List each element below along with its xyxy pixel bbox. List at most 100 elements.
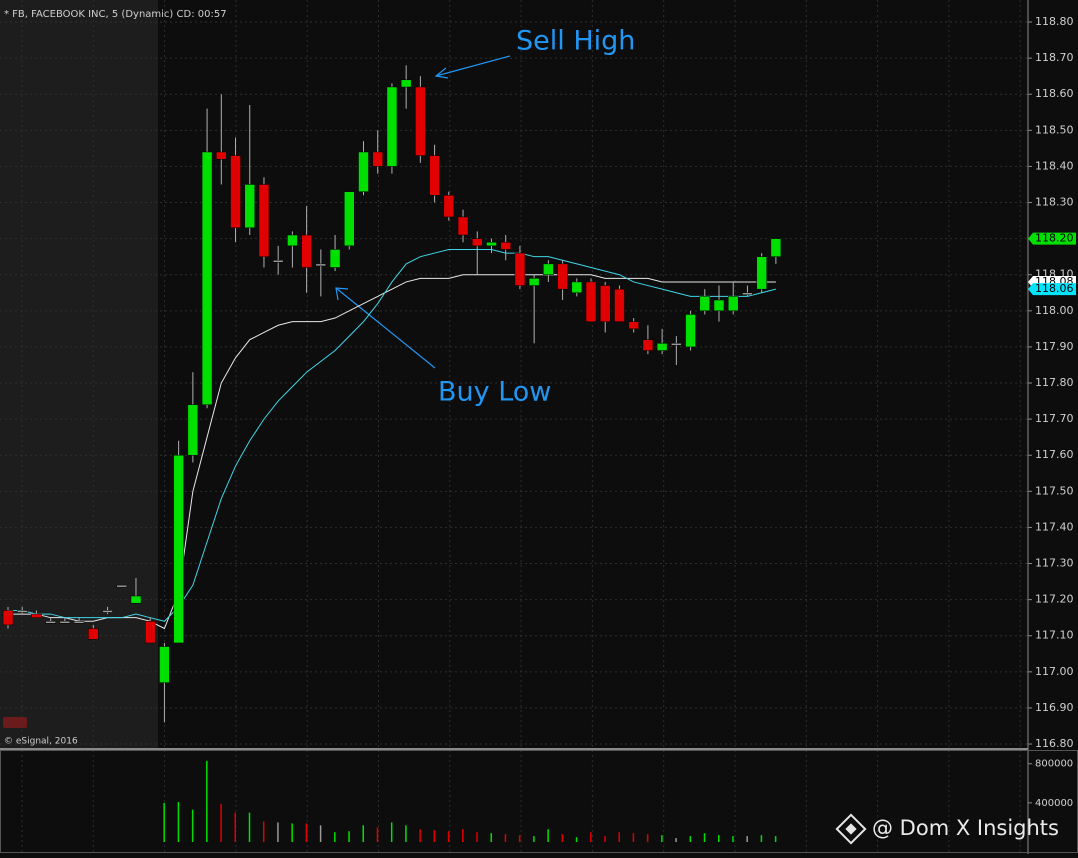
volume-bar <box>334 832 336 842</box>
candle-body <box>372 151 383 167</box>
y-tick-label: 400000 <box>1035 798 1073 809</box>
y-tick-label: 116.80 <box>1035 737 1074 750</box>
volume-bar <box>590 832 592 842</box>
volume-bar <box>262 821 265 842</box>
candle-body <box>514 252 526 286</box>
y-tick-label: 118.00 <box>1035 304 1074 317</box>
volume-bar <box>646 834 649 842</box>
candle-body <box>201 151 213 405</box>
watermark-text: @ Dom X Insights <box>872 816 1059 840</box>
candle-body <box>344 191 355 247</box>
arrow-head <box>434 67 449 79</box>
candle-body <box>116 584 128 588</box>
volume-bar <box>376 827 379 842</box>
annotation: Buy Low <box>438 377 551 408</box>
candle-body <box>301 234 312 268</box>
candle-body <box>472 238 483 247</box>
badge <box>3 717 27 728</box>
candle-body <box>2 610 14 626</box>
volume-bar <box>277 822 279 842</box>
volume-bar <box>206 760 208 842</box>
candle-body <box>713 299 725 312</box>
annotation: Sell High <box>516 26 635 57</box>
volume-bar <box>390 822 393 842</box>
annotation-arrow <box>435 55 511 77</box>
candle-body <box>543 263 554 275</box>
candle-body <box>571 281 583 294</box>
volume-bar <box>718 835 720 842</box>
volume-bar <box>419 829 421 842</box>
volume-bar <box>348 831 350 842</box>
candle-body <box>386 86 398 167</box>
y-tick-label: 117.80 <box>1035 376 1074 389</box>
candle-body <box>315 263 327 267</box>
candle-body <box>585 281 597 322</box>
candle-body <box>685 314 696 348</box>
candle-body <box>88 628 99 640</box>
y-tick-label: 118.50 <box>1035 123 1074 136</box>
volume-bar <box>575 837 578 842</box>
candle-body <box>272 260 284 263</box>
candle-body <box>429 155 440 196</box>
candle-body <box>258 184 270 257</box>
watermark-icon <box>835 813 867 845</box>
candle-body <box>742 292 753 296</box>
candle-body <box>528 278 540 286</box>
volume-bar <box>547 829 549 842</box>
volume-bar <box>433 830 436 842</box>
volume-bar <box>362 825 364 842</box>
volume-bar <box>462 829 464 842</box>
candle-body <box>557 263 568 290</box>
chart-title: * FB, FACEBOOK INC, 5 (Dynamic) CD: 00:5… <box>4 9 227 20</box>
candle-body <box>144 621 156 644</box>
y-tick-label: 116.90 <box>1035 701 1074 714</box>
volume-bar <box>689 836 692 842</box>
y-tick-label: 118.80 <box>1035 15 1074 28</box>
source: © eSignal, 2016 <box>4 737 78 747</box>
candle-body <box>59 621 71 624</box>
volume-bar <box>746 836 748 842</box>
y-tick-label: 117.90 <box>1035 340 1074 353</box>
candle-body <box>159 646 170 683</box>
volume-bar <box>447 831 450 842</box>
volume-bar <box>234 812 237 842</box>
candle-body <box>102 610 113 613</box>
candle-body <box>187 404 199 456</box>
candle-body <box>443 195 455 218</box>
y-tick-label: 800000 <box>1035 759 1073 770</box>
volume-bar <box>476 832 478 842</box>
volume-bar <box>220 803 222 842</box>
volume-bar <box>305 823 308 842</box>
candle-body <box>329 249 341 268</box>
candle-body <box>642 339 654 351</box>
volume-bar <box>504 834 507 842</box>
candle-body <box>173 454 184 644</box>
volume-bar <box>604 836 606 842</box>
price-flag-label: 118.06 <box>1035 282 1074 295</box>
premarket-shade <box>0 0 158 748</box>
volume-bar <box>405 825 407 842</box>
volume-bar <box>703 833 706 842</box>
watermark: @ Dom X Insights <box>835 813 1059 845</box>
candle-body <box>216 151 227 160</box>
y-tick-label: 118.70 <box>1035 51 1074 64</box>
y-tick-label: 118.40 <box>1035 159 1074 172</box>
candle-body <box>671 343 682 346</box>
y-tick-label: 118.30 <box>1035 196 1074 209</box>
candle-body <box>656 343 668 351</box>
candle-body <box>699 296 711 312</box>
moving-average <box>8 274 776 630</box>
volume-bar <box>163 802 165 842</box>
candle-body <box>130 595 142 604</box>
moving-average <box>8 248 777 622</box>
volume-bar <box>732 836 734 842</box>
candle-body <box>770 238 782 257</box>
volume-bar <box>632 833 635 842</box>
volume-bar <box>291 823 293 842</box>
candle-body <box>244 184 255 229</box>
candle-body <box>486 241 497 247</box>
candle-body <box>73 621 85 624</box>
volume-bar <box>248 812 251 842</box>
